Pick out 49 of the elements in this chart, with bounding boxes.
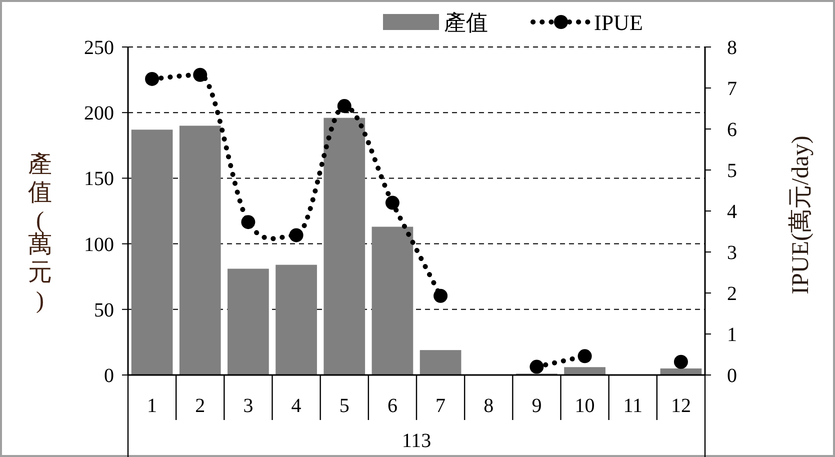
- bar: [228, 268, 269, 375]
- bar: [324, 118, 366, 375]
- x-tick-label: 1: [147, 395, 158, 417]
- y2-tick-label: 8: [727, 37, 737, 59]
- y-axis-title: 產值(萬元): [28, 152, 52, 314]
- y2-tick-label: 5: [727, 160, 737, 182]
- bar: [660, 368, 702, 375]
- point: [434, 288, 448, 303]
- point: [193, 68, 208, 82]
- x-tick-label: 9: [532, 395, 542, 417]
- bar: [564, 367, 606, 375]
- x-tick-label: 3: [243, 395, 254, 417]
- y-tick-label: 200: [84, 102, 114, 125]
- point: [241, 215, 256, 230]
- x-tick-label: 4: [291, 395, 302, 417]
- point: [289, 228, 304, 242]
- bar: [276, 264, 317, 375]
- point: [145, 72, 160, 86]
- y-tick-label: 150: [84, 168, 114, 190]
- y2-tick-label: 7: [727, 78, 737, 100]
- x-tick-label: 12: [670, 395, 691, 417]
- x-tick-label: 11: [623, 395, 643, 417]
- y-tick-label: 0: [104, 365, 114, 387]
- y2-tick-label: 6: [727, 119, 737, 141]
- y2-tick-label: 4: [727, 201, 737, 223]
- x-tick-label: 6: [387, 395, 398, 417]
- x-axis-title: 113: [402, 430, 432, 452]
- x-tick-label: 10: [574, 395, 595, 417]
- point: [385, 196, 400, 210]
- y2-tick-label: 3: [727, 242, 737, 264]
- y2-tick-label: 2: [727, 283, 737, 305]
- bar: [179, 126, 221, 375]
- legend-label: IPUE: [594, 10, 643, 35]
- bar: [131, 130, 173, 375]
- legend-label: 產值: [444, 10, 488, 35]
- y2-tick-label: 0: [727, 365, 737, 387]
- bar: [372, 226, 414, 375]
- y-tick-label: 50: [94, 299, 114, 322]
- y2-axis-title: IPUE(萬元/day): [788, 136, 814, 294]
- y2-tick-label: 1: [727, 324, 737, 346]
- y-tick-label: 100: [84, 234, 114, 256]
- bar: [420, 350, 462, 375]
- y-tick-label: 250: [84, 37, 114, 59]
- point: [337, 99, 352, 114]
- x-tick-label: 5: [339, 395, 350, 417]
- x-tick-label: 8: [484, 395, 494, 417]
- x-tick-label: 2: [195, 395, 206, 417]
- x-tick-label: 7: [436, 395, 446, 417]
- point: [674, 354, 688, 369]
